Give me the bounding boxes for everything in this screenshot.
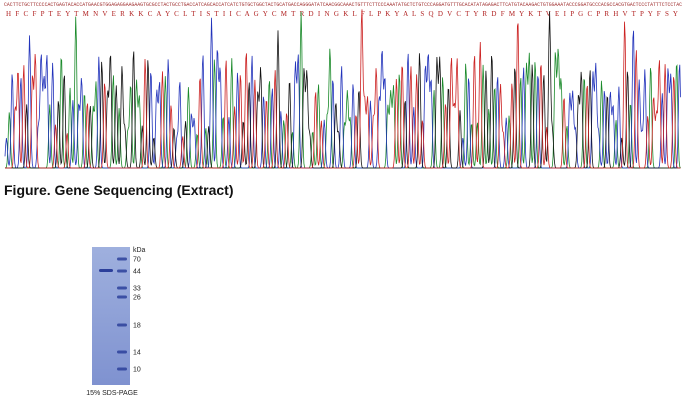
marker-label: 14 xyxy=(133,350,141,357)
gel-markers: 70 44 33 26 18 14 10 xyxy=(117,257,141,374)
marker-label: 10 xyxy=(133,367,141,374)
marker-label: 18 xyxy=(133,323,141,330)
marker-band xyxy=(117,257,127,261)
sample-band xyxy=(99,269,113,272)
marker-band xyxy=(117,367,127,371)
figure-caption: Figure. Gene Sequencing (Extract) xyxy=(4,182,234,198)
gel-image xyxy=(92,247,130,385)
marker-band xyxy=(117,350,127,354)
marker-band xyxy=(117,269,127,273)
marker-label: 70 xyxy=(133,257,141,264)
marker-label: 26 xyxy=(133,295,141,302)
gel-caption: 15% SDS-PAGE xyxy=(86,390,138,397)
protein-sequence: H F C F P T E Y T M N V E R K K C A Y C … xyxy=(6,10,678,18)
marker-label: 44 xyxy=(133,269,141,276)
trace-t xyxy=(5,9,681,169)
marker-label: 33 xyxy=(133,286,141,293)
marker-band xyxy=(117,323,127,327)
unit-label: kDa xyxy=(133,247,146,254)
dna-sequence: CACTTCTGCTTCCCCACTGAGTACACCATGAACGTGGAGA… xyxy=(4,2,682,8)
marker-band xyxy=(117,295,127,299)
chromatogram xyxy=(4,9,681,169)
marker-band xyxy=(117,286,127,290)
